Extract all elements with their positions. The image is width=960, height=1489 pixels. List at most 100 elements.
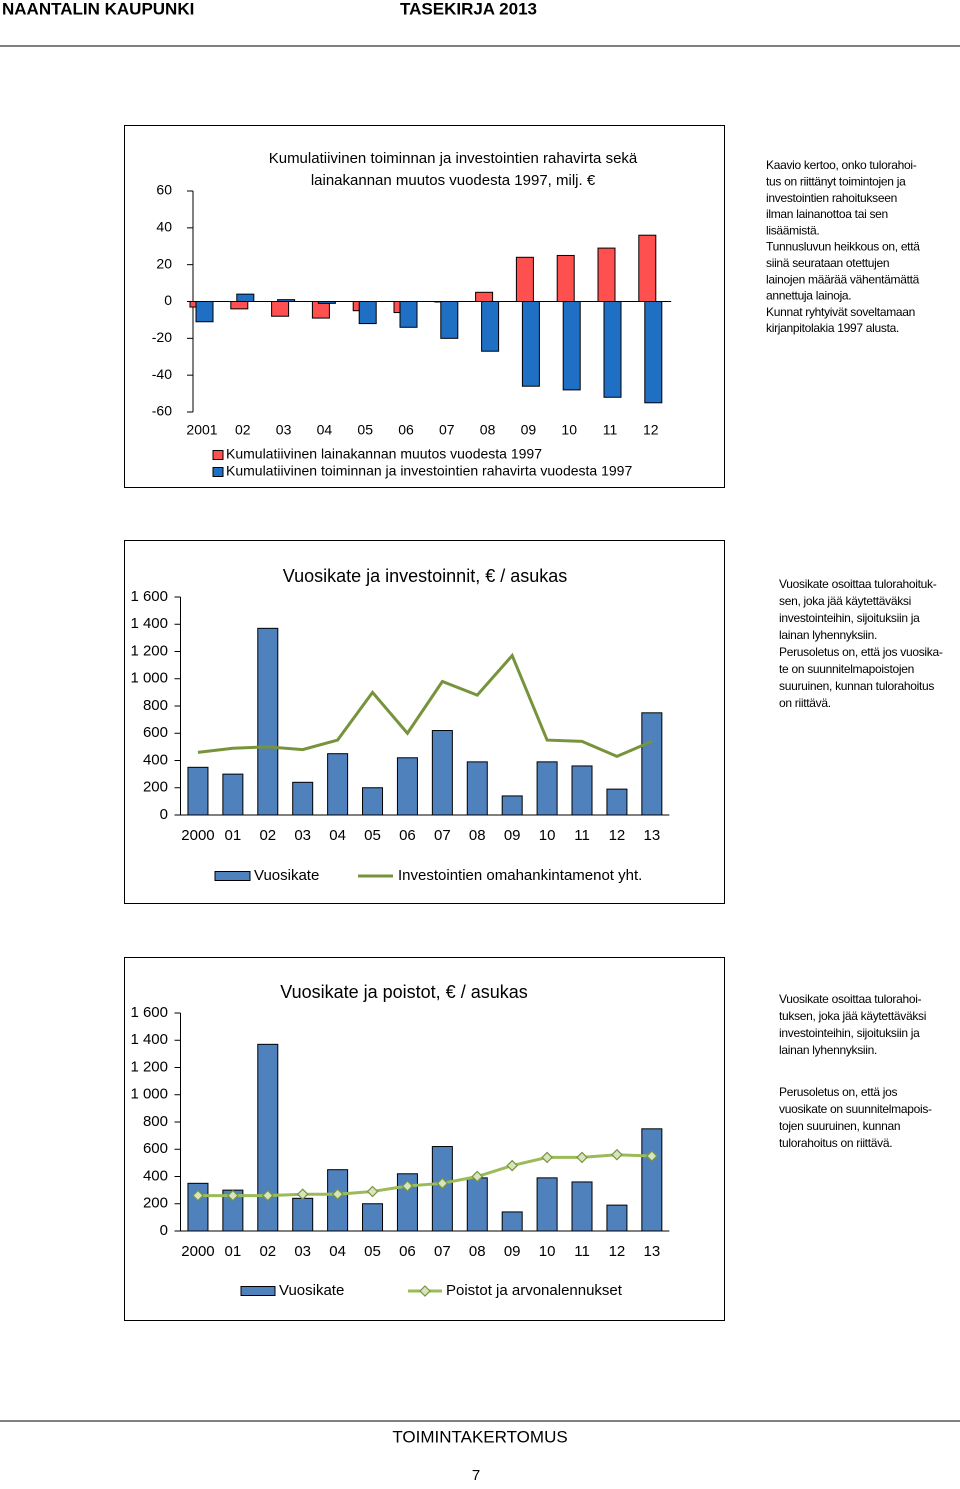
bar — [327, 753, 349, 816]
y-tick-label: 800 — [143, 697, 168, 714]
line — [197, 652, 653, 759]
y-tick-label: 60 — [156, 182, 172, 198]
bar — [292, 1197, 314, 1232]
x-tick-label: 12 — [609, 1243, 626, 1260]
x-tick-label: 11 — [603, 422, 618, 438]
legend-swatch — [214, 871, 251, 881]
marker — [611, 1148, 623, 1161]
bar — [466, 761, 488, 816]
marker — [227, 1189, 239, 1202]
bar — [257, 1043, 279, 1232]
note-line: tojen suuruinen, kunnan — [779, 1119, 900, 1133]
bar — [311, 301, 330, 319]
chart-title: lainakannan muutos vuodesta 1997, milj. … — [311, 172, 596, 189]
x-tick-label: 07 — [439, 422, 455, 438]
bar — [571, 765, 593, 816]
marker — [576, 1151, 588, 1164]
y-tick-label: -20 — [152, 329, 172, 345]
bar — [271, 301, 290, 317]
x-tick-label: 01 — [225, 1243, 242, 1260]
y-tick-label: 400 — [143, 1167, 168, 1184]
x-tick-label: 10 — [539, 827, 556, 844]
x-tick-label: 2000 — [181, 827, 214, 844]
x-tick-label: 08 — [469, 1243, 486, 1260]
y-tick-label: 200 — [143, 1195, 168, 1212]
x-tick-label: 07 — [434, 1243, 451, 1260]
x-tick-label: 04 — [317, 422, 333, 438]
y-tick-label: 1 000 — [130, 1086, 168, 1103]
bar — [603, 301, 622, 398]
x-tick-label: 03 — [276, 422, 292, 438]
legend-marker — [419, 1285, 431, 1297]
chart-title: Vuosikate ja investoinnit, € / asukas — [283, 566, 568, 586]
note-line: Vuosikate osoittaa tulorahoituk- — [779, 577, 937, 591]
x-tick-label: 09 — [504, 827, 521, 844]
x-tick-label: 12 — [609, 827, 626, 844]
note-line: te on suunnitelmapoistojen — [779, 662, 914, 676]
note-line: lisäämistä. — [766, 223, 819, 237]
note-line: lainan lyhennyksiin. — [779, 1043, 877, 1057]
y-tick-label: 20 — [156, 255, 172, 271]
note-line: siinä seurataan otettujen — [766, 256, 889, 270]
legend-label: Investointien omahankintamenot yht. — [398, 867, 642, 884]
note-line: Perusoletus on, että jos vuosika- — [779, 645, 943, 659]
x-tick-label: 08 — [480, 422, 496, 438]
y-tick-label: 1 200 — [130, 642, 168, 659]
note-line: tuksen, joka jää käytettäväksi — [779, 1009, 926, 1023]
note-line: annettuja lainoja. — [766, 289, 851, 303]
x-tick-label: 05 — [357, 422, 373, 438]
x-tick-label: 11 — [574, 1243, 590, 1260]
y-tick-label: 0 — [164, 292, 172, 308]
y-tick-label: -60 — [152, 403, 172, 419]
x-tick-label: 08 — [469, 827, 486, 844]
marker — [331, 1188, 344, 1201]
marker — [645, 1150, 658, 1162]
note-line: tus on riittänyt toimintojen ja — [766, 174, 906, 188]
bar — [562, 301, 581, 391]
marker — [366, 1185, 379, 1198]
y-tick-label: 800 — [143, 1113, 168, 1130]
x-tick-label: 06 — [399, 827, 416, 844]
y-tick-label: 1 000 — [130, 670, 168, 687]
bar — [501, 795, 523, 816]
legend-label: Kumulatiivinen lainakannan muutos vuodes… — [226, 446, 542, 462]
bar — [257, 627, 279, 816]
bar — [277, 299, 296, 302]
note-line: investointien rahoitukseen — [766, 191, 897, 205]
bar — [641, 712, 663, 816]
x-tick-label: 09 — [521, 422, 537, 438]
bar — [515, 256, 534, 302]
marker — [436, 1177, 449, 1190]
legend-swatch — [240, 1286, 276, 1296]
y-tick-label: 400 — [143, 751, 168, 768]
bar — [362, 787, 384, 816]
y-tick-label: 40 — [156, 219, 172, 235]
marker — [192, 1189, 204, 1202]
bar — [431, 730, 453, 816]
chart-frame — [124, 540, 725, 904]
chart-frame — [124, 125, 725, 488]
marker — [471, 1170, 484, 1183]
x-tick-label: 13 — [643, 827, 660, 844]
y-tick-label: 600 — [143, 1140, 168, 1157]
bar — [327, 1169, 349, 1232]
chart-frame — [124, 957, 725, 1321]
bar — [317, 301, 336, 304]
bar — [230, 301, 249, 310]
marker — [541, 1151, 553, 1164]
header-left: NAANTALIN KAUPUNKI — [2, 0, 194, 18]
bar — [501, 1211, 523, 1232]
x-tick-label: 11 — [574, 827, 590, 844]
chart-title: Kumulatiivinen toiminnan ja investointie… — [269, 150, 638, 167]
note-line: Perusoletus on, että jos — [779, 1085, 898, 1099]
note-line: Kaavio kertoo, onko tulorahoi- — [766, 158, 917, 172]
legend-label: Kumulatiivinen toiminnan ja investointie… — [226, 463, 632, 479]
bar — [606, 1204, 628, 1232]
x-tick-label: 02 — [259, 1243, 276, 1260]
x-tick-label: 02 — [235, 422, 251, 438]
x-tick-label: 03 — [294, 1243, 311, 1260]
note-line: lainan lyhennyksiin. — [779, 628, 877, 642]
note-line: ilman lainanottoa tai sen — [766, 207, 888, 221]
bar — [536, 761, 558, 816]
x-tick-label: 2001 — [186, 422, 217, 438]
